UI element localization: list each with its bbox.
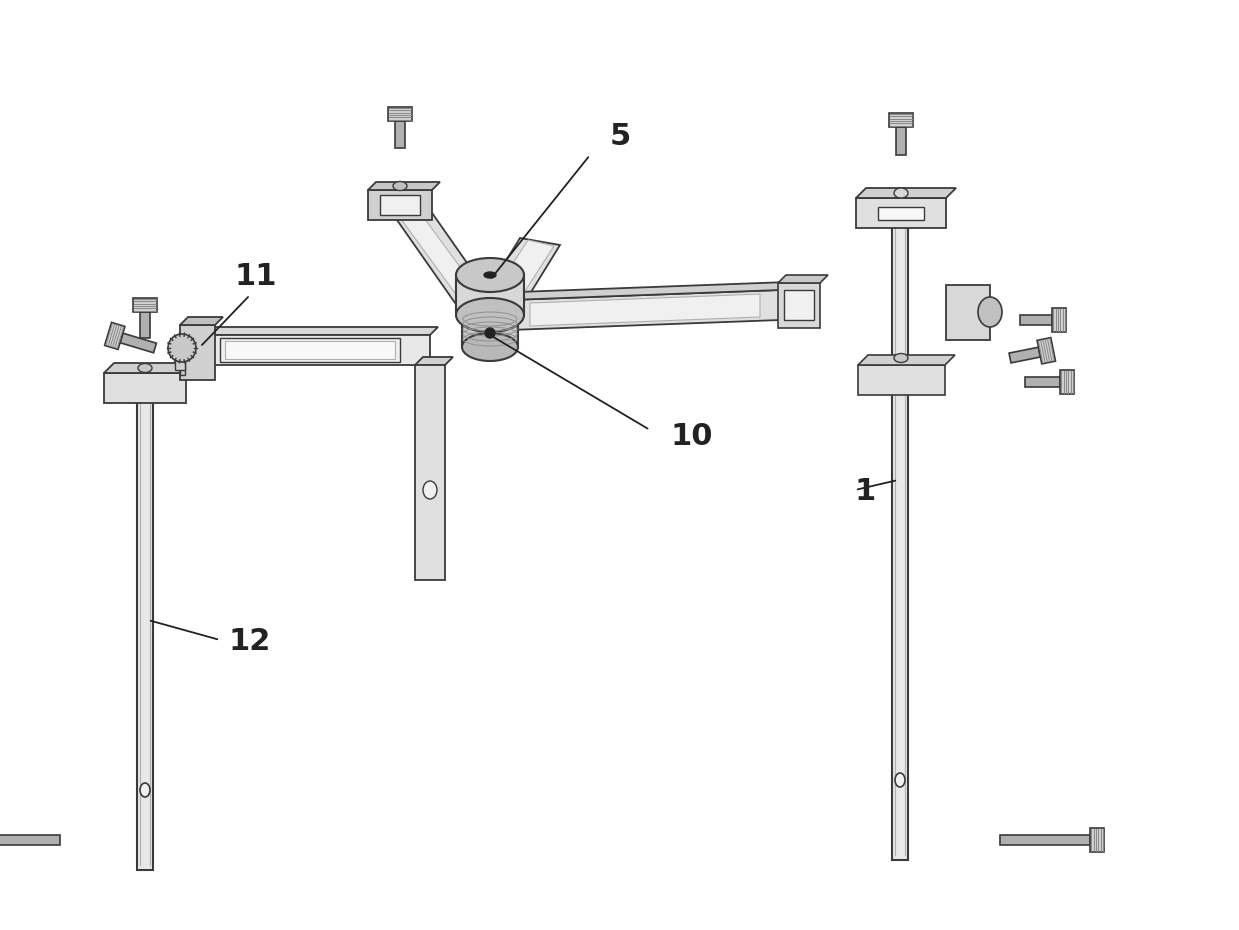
Polygon shape [1037,338,1056,364]
Polygon shape [415,357,453,365]
Ellipse shape [393,181,406,191]
Text: 5: 5 [610,122,631,151]
Ellipse shape [484,272,496,278]
Polygon shape [1009,347,1041,363]
Polygon shape [1052,308,1066,332]
Polygon shape [104,323,125,350]
Polygon shape [857,355,955,365]
Ellipse shape [456,298,524,332]
Polygon shape [947,285,990,340]
Polygon shape [368,190,432,220]
Ellipse shape [978,297,1002,327]
Ellipse shape [895,353,908,363]
Polygon shape [133,298,157,312]
Polygon shape [0,835,59,845]
Polygon shape [530,294,760,326]
Polygon shape [1000,835,1090,845]
Polygon shape [175,360,185,370]
Polygon shape [778,283,820,328]
Polygon shape [180,317,223,325]
Polygon shape [510,290,781,330]
Ellipse shape [895,773,904,787]
Polygon shape [456,275,524,315]
Polygon shape [510,282,788,300]
Polygon shape [368,182,440,190]
Polygon shape [778,275,828,283]
Polygon shape [140,312,150,338]
Text: 1: 1 [855,477,876,506]
Polygon shape [388,107,413,121]
Polygon shape [138,375,152,870]
Polygon shape [784,290,814,320]
Polygon shape [390,210,501,310]
Ellipse shape [456,258,524,292]
Polygon shape [1025,377,1061,387]
Ellipse shape [462,333,518,361]
Polygon shape [395,121,405,148]
Polygon shape [1090,828,1104,852]
Polygon shape [398,215,489,308]
Polygon shape [462,315,518,347]
Polygon shape [878,207,924,220]
Ellipse shape [138,364,152,373]
Polygon shape [380,195,420,215]
Polygon shape [1061,370,1074,394]
Polygon shape [185,335,430,365]
Polygon shape [104,363,196,373]
Ellipse shape [140,783,150,797]
Text: 10: 10 [670,422,712,451]
Polygon shape [415,365,445,580]
Ellipse shape [422,481,437,499]
Polygon shape [180,355,185,375]
Polygon shape [221,338,400,362]
Polygon shape [225,341,395,359]
Polygon shape [104,373,186,403]
Polygon shape [185,327,439,335]
Polygon shape [890,113,913,127]
Polygon shape [479,238,560,310]
Ellipse shape [484,328,496,338]
Polygon shape [856,198,947,228]
Polygon shape [856,188,957,198]
Text: 11: 11 [235,262,278,291]
Polygon shape [896,127,906,155]
Polygon shape [1020,315,1052,325]
Polygon shape [488,240,554,308]
Polygon shape [120,333,156,352]
Ellipse shape [169,334,196,362]
Polygon shape [857,365,945,395]
Polygon shape [180,325,216,380]
Text: 12: 12 [228,627,270,656]
Polygon shape [892,200,908,860]
Ellipse shape [895,188,908,198]
